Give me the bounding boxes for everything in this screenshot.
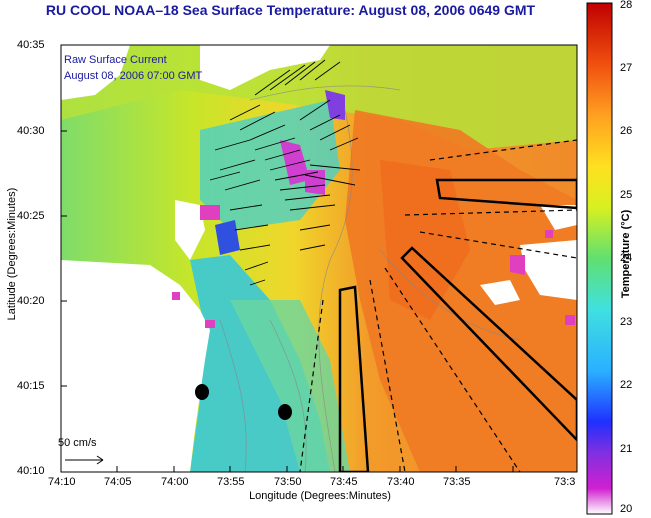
land-staten (61, 45, 130, 100)
cloud-patch-east (520, 240, 577, 300)
map-title: RU COOL NOAA–18 Sea Surface Temperature:… (45, 2, 536, 18)
y-axis-label: Latitude (Degrees:Minutes) (6, 187, 18, 321)
cbar-tick-28: 28 (620, 0, 633, 11)
radial-dashed-lines (299, 139, 577, 472)
land-nj-coast (61, 260, 210, 472)
ytick-2: 40:30 (17, 125, 45, 137)
cbar-tick-27: 27 (620, 62, 633, 74)
tick-marks (60, 130, 514, 472)
colorbar (586, 2, 613, 515)
cbar-tick-22: 22 (620, 379, 633, 391)
xtick-1: 74:10 (48, 476, 76, 488)
legend-current-time: August 08, 2006 07:00 GMT (64, 70, 203, 82)
ytick-1: 40:35 (17, 39, 45, 51)
transect-boxes (338, 178, 577, 472)
station-dot-2 (278, 404, 292, 420)
scale-label: 50 cm/s (58, 437, 97, 449)
cbar-tick-24: 24 (620, 252, 633, 264)
blue-edge-1 (215, 220, 240, 255)
cbar-tick-25: 25 (620, 189, 633, 201)
land-sandy-hook (175, 200, 205, 260)
map-frame (60, 44, 578, 473)
magenta-dot-3 (545, 230, 553, 238)
cbar-tick-23: 23 (620, 316, 633, 328)
cold-edge-1 (280, 140, 310, 185)
current-vectors (209, 59, 361, 286)
xtick-9: 73:3 (554, 476, 576, 488)
colorbar-label: Temperature (°C) (620, 209, 632, 299)
xtick-3: 74:00 (161, 476, 189, 488)
cbar-tick-20: 20 (620, 503, 633, 515)
cbar-tick-21: 21 (620, 443, 633, 455)
xtick-8: 73:35 (443, 476, 471, 488)
cold-edge-2 (325, 90, 345, 120)
coastal-green-band (230, 300, 350, 472)
scale-arrow (65, 455, 104, 465)
x-axis-label: Longitude (Degrees:Minutes) (249, 490, 391, 502)
magenta-dot-4 (565, 315, 575, 325)
cloud-patch-east-2 (480, 280, 520, 305)
xtick-2: 74:05 (104, 476, 132, 488)
north-warm-patch (61, 45, 577, 150)
xtick-5: 73:50 (274, 476, 302, 488)
cold-edge-5 (510, 255, 525, 275)
ytick-6: 40:10 (17, 465, 45, 477)
cbar-tick-26: 26 (620, 125, 633, 137)
station-dot-1 (195, 384, 209, 400)
cold-edge-4 (200, 205, 220, 220)
bathymetry-contours (219, 85, 521, 472)
ytick-3: 40:25 (17, 210, 45, 222)
legend-current-label: Raw Surface Current (64, 54, 167, 66)
xtick-7: 73:40 (387, 476, 415, 488)
xtick-4: 73:55 (217, 476, 245, 488)
magenta-dot-1 (172, 292, 180, 300)
xtick-6: 73:45 (330, 476, 358, 488)
land-long-island (200, 45, 330, 90)
ytick-5: 40:15 (17, 380, 45, 392)
ytick-4: 40:20 (17, 295, 45, 307)
magenta-dot-2 (205, 320, 215, 328)
